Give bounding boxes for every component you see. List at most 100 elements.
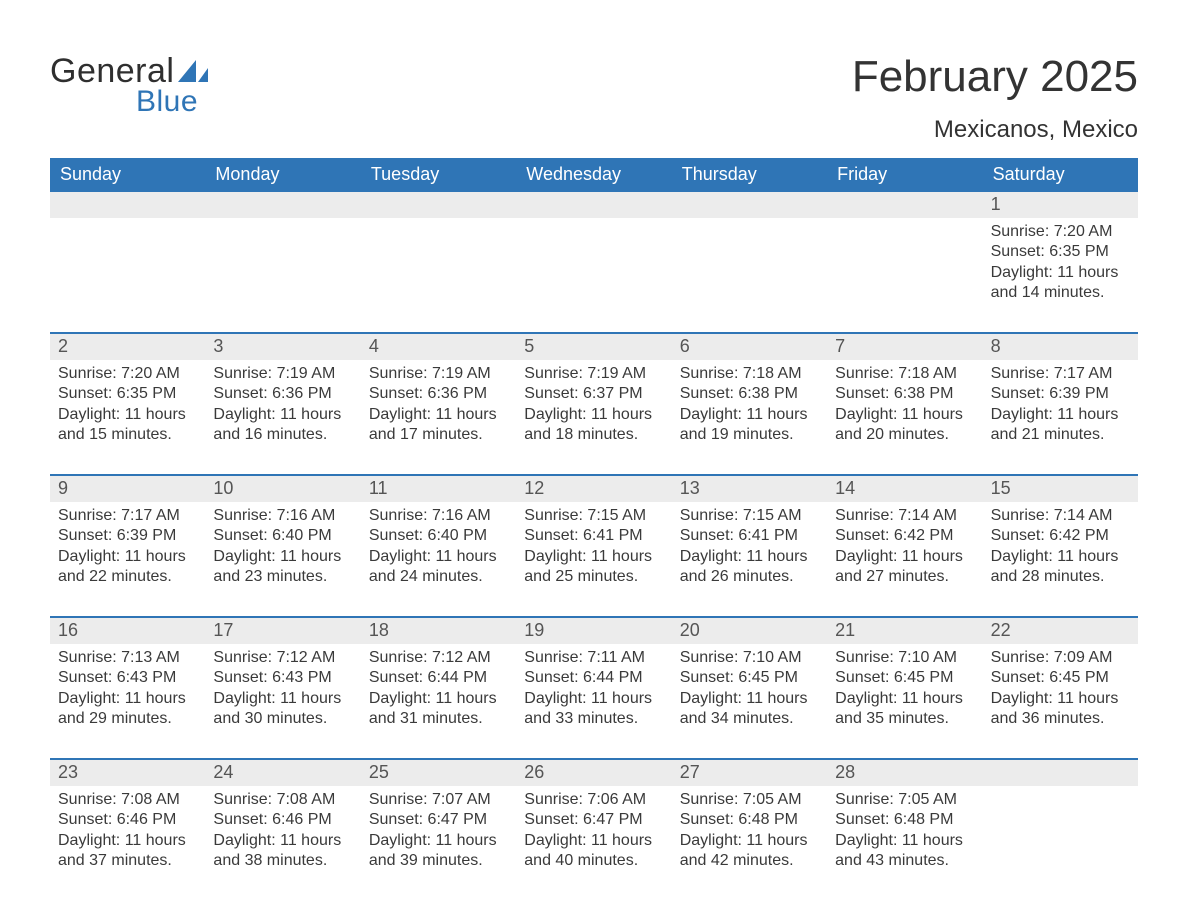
day-cell: Sunrise: 7:05 AMSunset: 6:48 PMDaylight:… bbox=[672, 786, 827, 878]
day-number: 2 bbox=[50, 334, 205, 360]
day-number: 12 bbox=[516, 476, 671, 502]
daylight-line: Daylight: 11 hours and 24 minutes. bbox=[369, 547, 508, 588]
weeks-container: 1Sunrise: 7:20 AMSunset: 6:35 PMDaylight… bbox=[50, 192, 1138, 878]
sunset-line: Sunset: 6:42 PM bbox=[835, 526, 974, 546]
daylight-line: Daylight: 11 hours and 25 minutes. bbox=[524, 547, 663, 588]
day-cell: Sunrise: 7:18 AMSunset: 6:38 PMDaylight:… bbox=[672, 360, 827, 452]
sunrise-line: Sunrise: 7:16 AM bbox=[369, 506, 508, 526]
daylight-line: Daylight: 11 hours and 35 minutes. bbox=[835, 689, 974, 730]
day-number: 6 bbox=[672, 334, 827, 360]
sunset-line: Sunset: 6:40 PM bbox=[369, 526, 508, 546]
day-cell: Sunrise: 7:17 AMSunset: 6:39 PMDaylight:… bbox=[50, 502, 205, 594]
day-cell: Sunrise: 7:20 AMSunset: 6:35 PMDaylight:… bbox=[983, 218, 1138, 310]
day-number: 5 bbox=[516, 334, 671, 360]
sunset-line: Sunset: 6:40 PM bbox=[213, 526, 352, 546]
day-data-strip: Sunrise: 7:17 AMSunset: 6:39 PMDaylight:… bbox=[50, 502, 1138, 594]
sunrise-line: Sunrise: 7:17 AM bbox=[58, 506, 197, 526]
dow-saturday: Saturday bbox=[983, 158, 1138, 192]
sunrise-line: Sunrise: 7:05 AM bbox=[680, 790, 819, 810]
day-cell bbox=[827, 218, 982, 310]
day-cell bbox=[516, 218, 671, 310]
sunrise-line: Sunrise: 7:18 AM bbox=[680, 364, 819, 384]
daylight-line: Daylight: 11 hours and 38 minutes. bbox=[213, 831, 352, 872]
sunrise-line: Sunrise: 7:15 AM bbox=[524, 506, 663, 526]
sunset-line: Sunset: 6:46 PM bbox=[58, 810, 197, 830]
calendar: Sunday Monday Tuesday Wednesday Thursday… bbox=[50, 158, 1138, 878]
brand-logo: General Blue bbox=[50, 52, 208, 119]
day-cell: Sunrise: 7:05 AMSunset: 6:48 PMDaylight:… bbox=[827, 786, 982, 878]
day-number: 24 bbox=[205, 760, 360, 786]
daylight-line: Daylight: 11 hours and 22 minutes. bbox=[58, 547, 197, 588]
sunrise-line: Sunrise: 7:09 AM bbox=[991, 648, 1130, 668]
day-number: 11 bbox=[361, 476, 516, 502]
day-data-strip: Sunrise: 7:20 AMSunset: 6:35 PMDaylight:… bbox=[50, 218, 1138, 310]
sunrise-line: Sunrise: 7:19 AM bbox=[369, 364, 508, 384]
logo-word-blue: Blue bbox=[136, 85, 208, 119]
day-number: 26 bbox=[516, 760, 671, 786]
sunset-line: Sunset: 6:38 PM bbox=[835, 384, 974, 404]
day-number-strip: 16171819202122 bbox=[50, 618, 1138, 644]
day-number-strip: 9101112131415 bbox=[50, 476, 1138, 502]
day-number: 22 bbox=[983, 618, 1138, 644]
day-cell: Sunrise: 7:08 AMSunset: 6:46 PMDaylight:… bbox=[50, 786, 205, 878]
sunrise-line: Sunrise: 7:07 AM bbox=[369, 790, 508, 810]
day-number: 4 bbox=[361, 334, 516, 360]
daylight-line: Daylight: 11 hours and 16 minutes. bbox=[213, 405, 352, 446]
sunset-line: Sunset: 6:44 PM bbox=[369, 668, 508, 688]
dow-monday: Monday bbox=[205, 158, 360, 192]
day-cell: Sunrise: 7:20 AMSunset: 6:35 PMDaylight:… bbox=[50, 360, 205, 452]
day-number bbox=[983, 760, 1138, 786]
day-cell: Sunrise: 7:16 AMSunset: 6:40 PMDaylight:… bbox=[361, 502, 516, 594]
day-number bbox=[672, 192, 827, 218]
day-cell bbox=[672, 218, 827, 310]
header: General Blue February 2025 Mexicanos, Me… bbox=[50, 52, 1138, 144]
daylight-line: Daylight: 11 hours and 21 minutes. bbox=[991, 405, 1130, 446]
sunrise-line: Sunrise: 7:18 AM bbox=[835, 364, 974, 384]
sunrise-line: Sunrise: 7:10 AM bbox=[835, 648, 974, 668]
sunset-line: Sunset: 6:37 PM bbox=[524, 384, 663, 404]
day-cell bbox=[361, 218, 516, 310]
sunrise-line: Sunrise: 7:06 AM bbox=[524, 790, 663, 810]
daylight-line: Daylight: 11 hours and 20 minutes. bbox=[835, 405, 974, 446]
sunset-line: Sunset: 6:35 PM bbox=[991, 242, 1130, 262]
day-cell: Sunrise: 7:18 AMSunset: 6:38 PMDaylight:… bbox=[827, 360, 982, 452]
week-row: 2345678Sunrise: 7:20 AMSunset: 6:35 PMDa… bbox=[50, 332, 1138, 452]
sunrise-line: Sunrise: 7:12 AM bbox=[213, 648, 352, 668]
day-data-strip: Sunrise: 7:20 AMSunset: 6:35 PM Daylight:… bbox=[50, 360, 1138, 452]
daylight-line: Daylight: 11 hours and 28 minutes. bbox=[991, 547, 1130, 588]
sunset-line: Sunset: 6:48 PM bbox=[835, 810, 974, 830]
day-number-strip: 232425262728 bbox=[50, 760, 1138, 786]
week-row: 9101112131415Sunrise: 7:17 AMSunset: 6:3… bbox=[50, 474, 1138, 594]
day-cell: Sunrise: 7:19 AMSunset: 6:37 PMDaylight:… bbox=[516, 360, 671, 452]
sunset-line: Sunset: 6:45 PM bbox=[991, 668, 1130, 688]
sunrise-line: Sunrise: 7:17 AM bbox=[991, 364, 1130, 384]
day-number bbox=[50, 192, 205, 218]
sunrise-line: Sunrise: 7:20 AM bbox=[58, 364, 197, 384]
daylight-line: Daylight: 11 hours and 19 minutes. bbox=[680, 405, 819, 446]
sunset-line: Sunset: 6:35 PM bbox=[58, 384, 197, 404]
sunset-line: Sunset: 6:36 PM bbox=[213, 384, 352, 404]
sunrise-line: Sunrise: 7:08 AM bbox=[58, 790, 197, 810]
sunrise-line: Sunrise: 7:08 AM bbox=[213, 790, 352, 810]
day-cell: Sunrise: 7:12 AMSunset: 6:43 PMDaylight:… bbox=[205, 644, 360, 736]
day-number: 21 bbox=[827, 618, 982, 644]
sunrise-line: Sunrise: 7:10 AM bbox=[680, 648, 819, 668]
day-number: 16 bbox=[50, 618, 205, 644]
sunset-line: Sunset: 6:39 PM bbox=[991, 384, 1130, 404]
day-number-strip: 1 bbox=[50, 192, 1138, 218]
day-data-strip: Sunrise: 7:08 AMSunset: 6:46 PMDaylight:… bbox=[50, 786, 1138, 878]
day-number bbox=[827, 192, 982, 218]
daylight-line: Daylight: 11 hours and 34 minutes. bbox=[680, 689, 819, 730]
day-number: 13 bbox=[672, 476, 827, 502]
daylight-line: Daylight: 11 hours and 27 minutes. bbox=[835, 547, 974, 588]
day-number: 9 bbox=[50, 476, 205, 502]
week-row: 1Sunrise: 7:20 AMSunset: 6:35 PMDaylight… bbox=[50, 192, 1138, 310]
day-number: 18 bbox=[361, 618, 516, 644]
day-cell: Sunrise: 7:08 AMSunset: 6:46 PMDaylight:… bbox=[205, 786, 360, 878]
sunrise-line: Sunrise: 7:20 AM bbox=[991, 222, 1130, 242]
sunrise-line: Sunrise: 7:05 AM bbox=[835, 790, 974, 810]
day-number: 20 bbox=[672, 618, 827, 644]
sunrise-line: Sunrise: 7:12 AM bbox=[369, 648, 508, 668]
sunset-line: Sunset: 6:43 PM bbox=[213, 668, 352, 688]
sunrise-line: Sunrise: 7:19 AM bbox=[213, 364, 352, 384]
